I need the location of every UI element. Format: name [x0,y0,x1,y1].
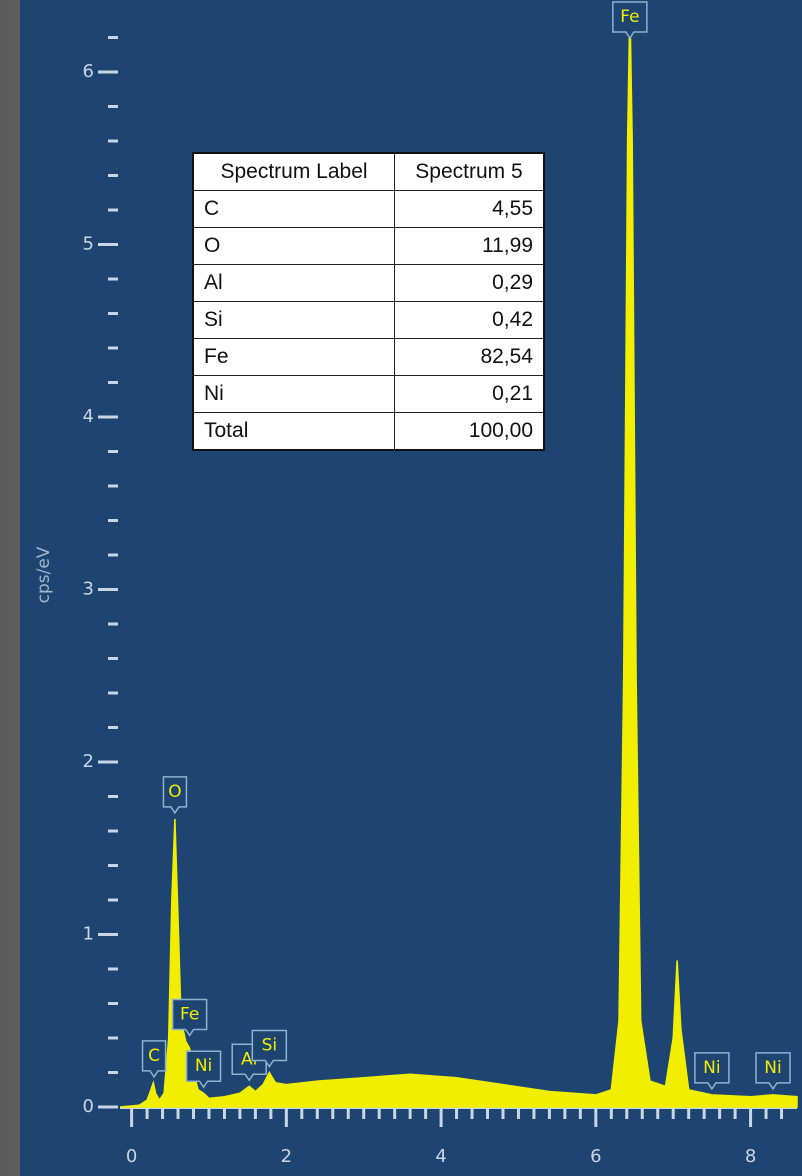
peak-label-box [171,998,208,1037]
y-axis-label: cps/eV [34,546,54,603]
table-row: Total 100,00 [192,412,545,451]
peak-label-box [251,1029,288,1068]
table-cell: Fe [192,338,395,376]
table-cell: Total [192,412,395,451]
peak-label: Ni [703,1058,720,1078]
table-row: Si 0,42 [192,301,545,339]
spectrum-group [120,2,798,1108]
table-cell: Si [192,301,395,339]
peak-label: Ni [764,1058,781,1078]
y-tick-label: 1 [83,924,94,945]
peak-label: O [168,782,181,802]
table-cell: 82,54 [394,338,545,376]
table-cell: 4,55 [394,190,545,228]
peak-label: Si [262,1036,278,1056]
table-row: Al 0,29 [192,264,545,302]
table-cell: C [192,190,395,228]
table-cell: 100,00 [394,412,545,451]
results-table: Spectrum Label Spectrum 5 C 4,55 O 11,99 Al 0,2… [192,152,545,451]
y-tick-label: 5 [83,234,94,255]
x-tick-label: 4 [435,1146,446,1167]
peak-label: Fe [180,1004,199,1024]
peak-label-box [141,1040,167,1079]
table-cell: Spectrum Label [192,152,395,191]
x-tick-label: 2 [281,1146,292,1167]
y-tick-label: 2 [83,751,94,772]
peak-label-box [185,1050,222,1089]
peak-label-box [755,1052,791,1091]
spectrum-area [120,2,798,1108]
table-cell: O [192,227,395,265]
table-cell: 11,99 [394,227,545,265]
table-cell: Ni [192,375,395,413]
peak-label: Fe [620,7,639,27]
y-tick-label: 3 [83,579,94,600]
table-cell: Al [192,264,395,302]
table-row: Fe 82,54 [192,338,545,376]
y-tick-label: 6 [83,61,94,82]
table-row: Spectrum Label Spectrum 5 [192,152,545,191]
table-row: Ni 0,21 [192,375,545,413]
x-tick-label: 6 [590,1146,601,1167]
table-cell: 0,21 [394,375,545,413]
peak-label-box [694,1052,730,1091]
peak-label-box [162,776,188,815]
table-row: O 11,99 [192,227,545,265]
table-row: C 4,55 [192,190,545,228]
x-tick-label: 8 [745,1146,756,1167]
y-tick-label: 0 [83,1096,94,1117]
peak-label: C [148,1046,160,1066]
table-cell: Spectrum 5 [394,152,545,191]
table-cell: 0,42 [394,301,545,339]
peak-label-box [612,1,648,40]
table-cell: 0,29 [394,264,545,302]
peak-label: Ni [195,1056,212,1076]
y-tick-label: 4 [83,406,94,427]
x-tick-label: 0 [126,1146,137,1167]
